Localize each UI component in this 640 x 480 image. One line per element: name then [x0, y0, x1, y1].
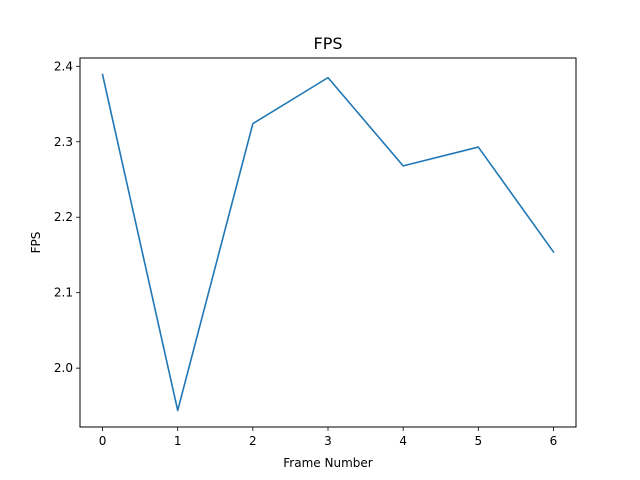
chart-title: FPS [313, 34, 342, 53]
x-tick-label: 4 [399, 434, 407, 448]
x-tick-label: 5 [474, 434, 482, 448]
x-axis-label: Frame Number [283, 456, 372, 470]
y-tick-label: 2.3 [54, 135, 73, 149]
y-tick-label: 2.2 [54, 210, 73, 224]
y-tick-label: 2.4 [54, 59, 73, 73]
x-tick-label: 6 [550, 434, 558, 448]
y-axis-label: FPS [29, 232, 43, 254]
plot-frame [79, 57, 577, 428]
x-tick-label: 3 [324, 434, 332, 448]
y-tick-label: 2.1 [54, 286, 73, 300]
series-layer [101, 73, 555, 412]
fps-series-line [101, 73, 555, 412]
x-axis-ticks: 0 1 2 3 4 5 6 [99, 427, 558, 448]
x-tick-label: 2 [249, 434, 257, 448]
x-tick-label: 1 [174, 434, 182, 448]
x-tick-label: 0 [99, 434, 107, 448]
y-tick-label: 2.0 [54, 361, 73, 375]
y-axis-ticks: 2.0 2.1 2.2 2.3 2.4 [54, 59, 80, 375]
